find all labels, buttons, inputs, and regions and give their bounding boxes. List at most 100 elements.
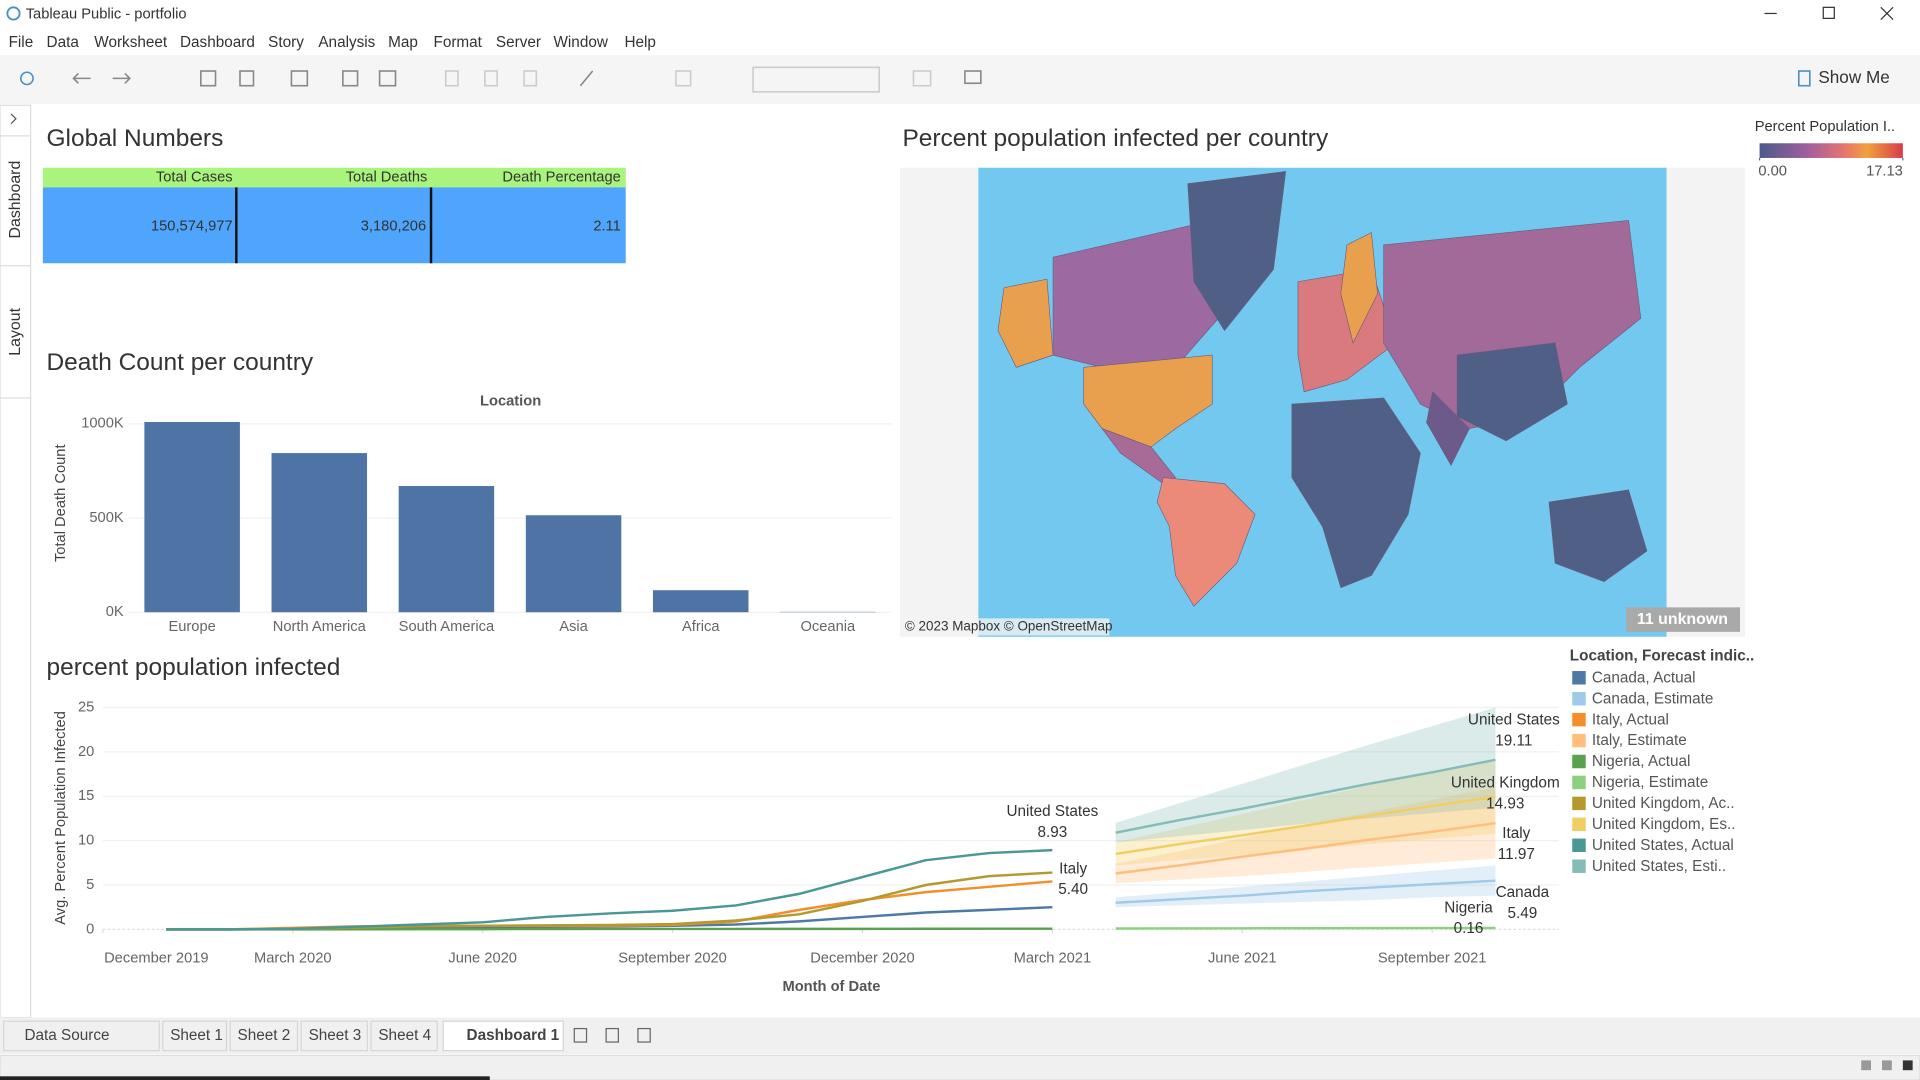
tool-icon[interactable] (523, 70, 538, 87)
menu-item[interactable]: Help (624, 34, 655, 51)
country[interactable] (1291, 397, 1421, 589)
unknown-badge[interactable] (1626, 607, 1740, 632)
tool-icon[interactable] (290, 70, 309, 87)
expand-arrow[interactable] (10, 113, 17, 125)
line[interactable] (166, 848, 1053, 931)
new-sheet-button[interactable] (637, 1027, 651, 1043)
legend-label[interactable]: Nigeria, Actual (1592, 753, 1691, 770)
menu-item[interactable]: Dashboard (180, 34, 255, 51)
line[interactable] (1115, 879, 1496, 904)
sheet-tab[interactable] (229, 1020, 299, 1052)
new-sheet-button[interactable] (573, 1027, 588, 1043)
show-me-icon[interactable] (1797, 70, 1811, 87)
legend-label[interactable]: United States, Actual (1592, 837, 1734, 854)
sheet-tab[interactable] (370, 1020, 438, 1052)
map-legend: 0.00 17.13 (1758, 157, 1904, 179)
legend-swatch[interactable] (1572, 733, 1586, 748)
tool-icon[interactable] (239, 70, 255, 87)
close[interactable] (1880, 6, 1894, 21)
line[interactable] (1115, 758, 1496, 834)
sheet-tab[interactable] (162, 1020, 228, 1052)
legend-swatch[interactable] (1572, 796, 1586, 811)
legend-label[interactable]: United Kingdom, Es.. (1592, 816, 1736, 833)
menu-item[interactable]: Data (47, 34, 80, 51)
legend-label[interactable]: Italy, Actual (1592, 711, 1669, 728)
menu-item[interactable]: File (9, 34, 34, 51)
tool-icon[interactable] (72, 72, 91, 84)
legend-swatch[interactable] (1572, 754, 1586, 769)
x-tick-label: North America (273, 619, 367, 635)
tool-icon[interactable] (20, 71, 34, 86)
menu-item[interactable]: Worksheet (94, 34, 168, 51)
sheet-tab[interactable] (3, 1020, 160, 1052)
new-sheet-button[interactable] (605, 1027, 619, 1043)
side-panel (0, 104, 32, 1019)
side-tab[interactable]: Dashboard (7, 161, 24, 239)
sheet-tab-label[interactable]: Dashboard 1 (467, 1027, 560, 1044)
country[interactable] (1426, 391, 1470, 466)
line[interactable] (1115, 926, 1496, 930)
line[interactable] (1115, 795, 1496, 856)
legend-label[interactable]: Italy, Estimate (1592, 732, 1687, 749)
tool-icon[interactable] (964, 70, 982, 85)
section-title: Percent population infected per country (902, 125, 1329, 152)
sheet-tab-label[interactable]: Sheet 3 (309, 1027, 362, 1044)
sheet-tab[interactable] (442, 1020, 564, 1052)
menu-item[interactable]: Window (553, 34, 608, 51)
legend-label[interactable]: Canada, Estimate (1592, 690, 1714, 707)
country[interactable] (997, 278, 1054, 368)
tool-icon[interactable] (675, 70, 692, 87)
legend-label[interactable]: United Kingdom, Ac.. (1592, 795, 1735, 812)
sheet-tab[interactable] (300, 1020, 368, 1052)
tool-icon[interactable] (484, 70, 498, 87)
country[interactable] (1548, 489, 1648, 582)
dropdown[interactable] (752, 66, 880, 93)
tool-icon[interactable] (444, 70, 459, 87)
tool-icon[interactable] (912, 70, 932, 87)
bar[interactable] (271, 453, 368, 613)
view-icon[interactable] (1882, 1060, 1892, 1071)
menu-item[interactable]: Map (388, 34, 418, 51)
country[interactable] (1456, 342, 1568, 442)
tool-icon[interactable] (378, 70, 397, 87)
legend-swatch[interactable] (1572, 838, 1586, 852)
country[interactable] (1083, 354, 1213, 448)
tool-icon[interactable] (200, 70, 217, 87)
table-header-cell: Total Cases (156, 169, 233, 185)
view-icon[interactable] (1861, 1060, 1872, 1071)
country[interactable] (1156, 477, 1256, 607)
country[interactable] (1187, 171, 1287, 332)
menu-item[interactable]: Story (268, 34, 304, 51)
legend-swatch[interactable] (1572, 817, 1586, 832)
sheet-tab-label[interactable]: Data Source (24, 1027, 109, 1044)
bar[interactable] (652, 590, 749, 613)
unknown-count[interactable]: 11 unknown (1637, 611, 1728, 628)
restore[interactable] (1822, 6, 1835, 19)
view-icon[interactable] (1902, 1060, 1913, 1071)
legend-swatch[interactable] (1572, 712, 1586, 727)
legend-swatch[interactable] (1572, 859, 1586, 873)
legend-label[interactable]: Nigeria, Estimate (1592, 774, 1708, 791)
line[interactable] (1115, 821, 1496, 875)
bar[interactable] (398, 486, 495, 613)
tool-icon[interactable] (112, 72, 131, 84)
side-tab[interactable]: Layout (7, 307, 24, 355)
menu-item[interactable]: Format (433, 34, 482, 51)
menu-item[interactable]: Server (496, 34, 541, 51)
legend-label[interactable]: United States, Esti.. (1592, 858, 1726, 875)
legend-swatch[interactable] (1572, 775, 1586, 790)
bar[interactable] (525, 515, 622, 613)
legend-swatch[interactable] (1572, 671, 1586, 685)
sheet-tab-label[interactable]: Sheet 1 (170, 1027, 223, 1044)
show-me[interactable]: Show Me (1818, 67, 1889, 87)
legend-swatch[interactable] (1572, 691, 1586, 706)
country[interactable] (1340, 232, 1378, 344)
sheet-tab-label[interactable]: Sheet 4 (378, 1027, 431, 1044)
sheet-tab-label[interactable]: Sheet 2 (238, 1027, 291, 1044)
legend-label[interactable]: Canada, Actual (1592, 669, 1696, 686)
tool-icon[interactable] (342, 70, 359, 87)
tool-icon[interactable] (579, 70, 594, 87)
menu-item[interactable]: Analysis (318, 34, 375, 51)
bar[interactable] (144, 421, 240, 613)
